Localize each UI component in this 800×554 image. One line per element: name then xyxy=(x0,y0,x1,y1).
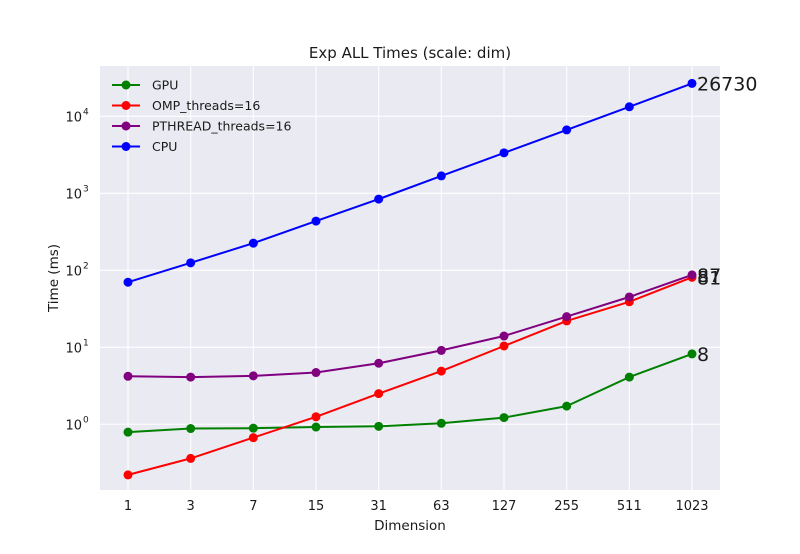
data-point xyxy=(186,372,196,382)
legend-label: CPU xyxy=(152,139,177,154)
data-point xyxy=(499,331,509,341)
y-tick-label: 10 2 xyxy=(65,261,88,279)
data-point xyxy=(624,292,634,302)
y-tick-base: 10 xyxy=(65,264,82,279)
y-tick-base: 10 xyxy=(65,418,82,433)
data-point xyxy=(374,421,384,431)
end-value-label: 87 xyxy=(697,265,721,287)
x-axis-label: Dimension xyxy=(374,518,446,534)
x-tick-label: 7 xyxy=(249,499,257,514)
legend-marker xyxy=(121,121,131,131)
data-point xyxy=(248,423,258,433)
data-point xyxy=(687,78,697,88)
legend: GPU OMP_threads=16 PTHREAD_threads=16 CPU xyxy=(112,78,291,154)
legend-marker xyxy=(121,142,131,151)
x-tick-label: 31 xyxy=(370,499,387,514)
y-tick-base: 10 xyxy=(65,341,82,356)
legend-label: OMP_threads=16 xyxy=(152,98,260,113)
y-tick-base: 10 xyxy=(65,110,82,125)
y-tick-base: 10 xyxy=(65,187,82,202)
series-line-cpu xyxy=(127,82,693,284)
data-point xyxy=(687,349,697,359)
data-point xyxy=(624,102,634,112)
data-point xyxy=(123,371,133,381)
x-tick-label: 127 xyxy=(492,499,517,514)
data-point xyxy=(436,345,446,355)
legend-item: OMP_threads=16 xyxy=(112,98,260,113)
data-point xyxy=(186,258,196,268)
data-point xyxy=(186,453,196,463)
data-point xyxy=(562,125,572,135)
y-tick-exponent: 2 xyxy=(83,261,89,271)
series-lines xyxy=(127,82,693,476)
data-point xyxy=(311,422,321,432)
legend-label: GPU xyxy=(152,78,178,93)
x-tick-label: 255 xyxy=(554,499,579,514)
data-point xyxy=(374,194,384,204)
data-point xyxy=(687,270,697,280)
series-line-gpu xyxy=(127,352,693,434)
plot-background xyxy=(100,66,720,490)
x-tick-labels: 1 3 7 15 31 63 127 255 511 1023 xyxy=(124,499,709,514)
data-point xyxy=(248,433,258,443)
legend-item: PTHREAD_threads=16 xyxy=(112,119,291,134)
data-point xyxy=(499,148,509,158)
legend-item: CPU xyxy=(112,139,177,154)
end-value-label: 81 xyxy=(697,267,721,289)
data-point xyxy=(436,171,446,181)
series-line-omp-threads-16 xyxy=(127,276,693,476)
legend-label: PTHREAD_threads=16 xyxy=(152,119,291,134)
data-point xyxy=(123,277,133,287)
data-point xyxy=(123,427,133,437)
y-tick-label: 10 0 xyxy=(65,415,89,433)
data-point xyxy=(248,238,258,248)
data-point xyxy=(311,216,321,226)
y-tick-label: 10 3 xyxy=(65,184,88,202)
x-tick-label: 1023 xyxy=(675,499,708,514)
data-point xyxy=(562,312,572,322)
x-tick-label: 511 xyxy=(617,499,642,514)
x-tick-label: 1 xyxy=(124,499,132,514)
data-point xyxy=(248,371,258,381)
end-value-label: 26730 xyxy=(697,73,757,95)
chart-title: Exp ALL Times (scale: dim) xyxy=(309,44,511,62)
data-point xyxy=(436,418,446,428)
y-tick-exponent: 1 xyxy=(83,338,89,348)
data-point xyxy=(436,366,446,376)
data-point xyxy=(562,401,572,411)
y-tick-exponent: 3 xyxy=(83,184,89,194)
data-point xyxy=(499,341,509,351)
end-value-label: 8 xyxy=(697,344,709,366)
y-axis-label: Time (ms) xyxy=(46,244,62,313)
y-tick-exponent: 0 xyxy=(83,415,89,425)
legend-item: GPU xyxy=(112,78,178,93)
data-point xyxy=(624,372,634,382)
x-tick-label: 3 xyxy=(187,499,195,514)
x-tick-label: 63 xyxy=(433,499,450,514)
y-tick-label: 10 4 xyxy=(65,107,89,125)
data-point xyxy=(123,470,133,480)
data-point xyxy=(311,368,321,378)
legend-marker xyxy=(121,101,131,110)
y-tick-exponent: 4 xyxy=(83,107,89,117)
legend-marker xyxy=(121,80,131,90)
x-tick-label: 15 xyxy=(308,499,325,514)
series-points xyxy=(123,78,697,480)
data-point xyxy=(311,412,321,422)
y-tick-label: 10 1 xyxy=(65,338,88,356)
data-point xyxy=(186,424,196,434)
data-point xyxy=(374,358,384,368)
data-point xyxy=(499,413,509,423)
series-line-pthread-threads-16 xyxy=(127,273,693,379)
data-point xyxy=(374,389,384,399)
